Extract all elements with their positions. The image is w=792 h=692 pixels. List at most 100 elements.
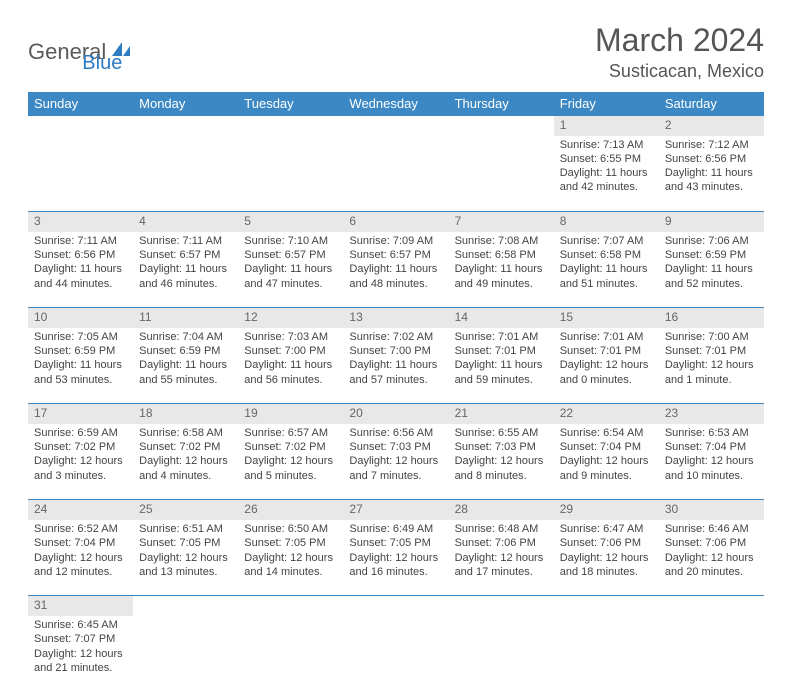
sunrise-text: Sunrise: 7:04 AM (139, 330, 232, 344)
logo-text-blue: Blue (82, 52, 122, 75)
sunrise-text: Sunrise: 7:01 AM (455, 330, 548, 344)
day-content-cell: Sunrise: 6:54 AMSunset: 7:04 PMDaylight:… (554, 424, 659, 500)
day-content-cell: Sunrise: 6:45 AMSunset: 7:07 PMDaylight:… (28, 616, 133, 692)
sunset-text: Sunset: 6:56 PM (665, 152, 758, 166)
day-number-cell: 19 (238, 404, 343, 424)
day-content-cell: Sunrise: 7:04 AMSunset: 6:59 PMDaylight:… (133, 328, 238, 404)
day-number-cell: 3 (28, 212, 133, 232)
title-block: March 2024 Susticacan, Mexico (595, 22, 764, 82)
daylight-text: Daylight: 12 hours and 5 minutes. (244, 454, 337, 483)
day-content-cell: Sunrise: 7:00 AMSunset: 7:01 PMDaylight:… (659, 328, 764, 404)
daylight-text: Daylight: 11 hours and 47 minutes. (244, 262, 337, 291)
day-content-cell: Sunrise: 6:49 AMSunset: 7:05 PMDaylight:… (343, 520, 448, 596)
header: General Blue March 2024 Susticacan, Mexi… (28, 22, 764, 82)
sunrise-text: Sunrise: 7:11 AM (34, 234, 127, 248)
day-number-cell: 10 (28, 308, 133, 328)
sunrise-text: Sunrise: 6:50 AM (244, 522, 337, 536)
sunrise-text: Sunrise: 6:52 AM (34, 522, 127, 536)
day-content-row: Sunrise: 7:11 AMSunset: 6:56 PMDaylight:… (28, 232, 764, 308)
weekday-header: Sunday (28, 92, 133, 116)
day-content-cell: Sunrise: 6:57 AMSunset: 7:02 PMDaylight:… (238, 424, 343, 500)
day-number-cell (133, 116, 238, 136)
day-number-cell: 31 (28, 596, 133, 616)
day-number-cell (238, 116, 343, 136)
day-content-cell: Sunrise: 6:46 AMSunset: 7:06 PMDaylight:… (659, 520, 764, 596)
day-content-cell: Sunrise: 6:53 AMSunset: 7:04 PMDaylight:… (659, 424, 764, 500)
daylight-text: Daylight: 11 hours and 42 minutes. (560, 166, 653, 195)
sunset-text: Sunset: 6:56 PM (34, 248, 127, 262)
calendar-table: Sunday Monday Tuesday Wednesday Thursday… (28, 92, 764, 692)
daylight-text: Daylight: 12 hours and 1 minute. (665, 358, 758, 387)
day-content-cell: Sunrise: 7:03 AMSunset: 7:00 PMDaylight:… (238, 328, 343, 404)
day-number-cell: 18 (133, 404, 238, 424)
day-number-cell: 30 (659, 500, 764, 520)
daynum-row: 3456789 (28, 212, 764, 232)
day-number-cell: 13 (343, 308, 448, 328)
sunset-text: Sunset: 7:03 PM (455, 440, 548, 454)
daylight-text: Daylight: 12 hours and 17 minutes. (455, 551, 548, 580)
day-number-cell (133, 596, 238, 616)
sunset-text: Sunset: 7:06 PM (455, 536, 548, 550)
sunrise-text: Sunrise: 6:48 AM (455, 522, 548, 536)
day-number-cell: 29 (554, 500, 659, 520)
day-number-cell: 12 (238, 308, 343, 328)
weekday-header: Thursday (449, 92, 554, 116)
day-content-cell (133, 136, 238, 212)
day-number-cell (449, 116, 554, 136)
sunset-text: Sunset: 7:06 PM (560, 536, 653, 550)
daylight-text: Daylight: 12 hours and 8 minutes. (455, 454, 548, 483)
sunrise-text: Sunrise: 6:46 AM (665, 522, 758, 536)
day-content-cell (343, 136, 448, 212)
day-number-cell: 5 (238, 212, 343, 232)
day-number-cell: 25 (133, 500, 238, 520)
day-content-cell (449, 136, 554, 212)
page-title: March 2024 (595, 22, 764, 59)
day-content-cell: Sunrise: 6:50 AMSunset: 7:05 PMDaylight:… (238, 520, 343, 596)
day-number-cell (238, 596, 343, 616)
daylight-text: Daylight: 12 hours and 10 minutes. (665, 454, 758, 483)
daylight-text: Daylight: 12 hours and 21 minutes. (34, 647, 127, 676)
day-number-cell: 7 (449, 212, 554, 232)
daylight-text: Daylight: 12 hours and 4 minutes. (139, 454, 232, 483)
daylight-text: Daylight: 11 hours and 44 minutes. (34, 262, 127, 291)
day-number-cell: 11 (133, 308, 238, 328)
sunset-text: Sunset: 6:59 PM (139, 344, 232, 358)
daylight-text: Daylight: 12 hours and 9 minutes. (560, 454, 653, 483)
daylight-text: Daylight: 12 hours and 3 minutes. (34, 454, 127, 483)
sunrise-text: Sunrise: 7:10 AM (244, 234, 337, 248)
sunset-text: Sunset: 7:03 PM (349, 440, 442, 454)
sunrise-text: Sunrise: 7:06 AM (665, 234, 758, 248)
sunrise-text: Sunrise: 6:51 AM (139, 522, 232, 536)
day-number-cell: 15 (554, 308, 659, 328)
sunrise-text: Sunrise: 7:12 AM (665, 138, 758, 152)
day-number-cell: 16 (659, 308, 764, 328)
day-content-cell: Sunrise: 6:48 AMSunset: 7:06 PMDaylight:… (449, 520, 554, 596)
sunrise-text: Sunrise: 6:53 AM (665, 426, 758, 440)
day-content-cell: Sunrise: 6:59 AMSunset: 7:02 PMDaylight:… (28, 424, 133, 500)
daylight-text: Daylight: 11 hours and 51 minutes. (560, 262, 653, 291)
sunrise-text: Sunrise: 7:02 AM (349, 330, 442, 344)
day-number-cell (659, 596, 764, 616)
sunrise-text: Sunrise: 7:11 AM (139, 234, 232, 248)
sunset-text: Sunset: 6:57 PM (349, 248, 442, 262)
day-number-cell: 4 (133, 212, 238, 232)
day-number-cell: 17 (28, 404, 133, 424)
day-content-cell: Sunrise: 7:10 AMSunset: 6:57 PMDaylight:… (238, 232, 343, 308)
day-content-cell (554, 616, 659, 692)
location: Susticacan, Mexico (595, 61, 764, 82)
sunset-text: Sunset: 7:00 PM (349, 344, 442, 358)
sunrise-text: Sunrise: 6:59 AM (34, 426, 127, 440)
sunrise-text: Sunrise: 6:58 AM (139, 426, 232, 440)
daylight-text: Daylight: 11 hours and 53 minutes. (34, 358, 127, 387)
daylight-text: Daylight: 11 hours and 56 minutes. (244, 358, 337, 387)
day-content-cell: Sunrise: 7:09 AMSunset: 6:57 PMDaylight:… (343, 232, 448, 308)
day-number-cell: 2 (659, 116, 764, 136)
sunrise-text: Sunrise: 7:03 AM (244, 330, 337, 344)
day-number-cell (554, 596, 659, 616)
weekday-header: Friday (554, 92, 659, 116)
day-content-cell: Sunrise: 6:55 AMSunset: 7:03 PMDaylight:… (449, 424, 554, 500)
sunset-text: Sunset: 6:55 PM (560, 152, 653, 166)
daylight-text: Daylight: 11 hours and 52 minutes. (665, 262, 758, 291)
day-content-cell: Sunrise: 7:11 AMSunset: 6:57 PMDaylight:… (133, 232, 238, 308)
daynum-row: 17181920212223 (28, 404, 764, 424)
